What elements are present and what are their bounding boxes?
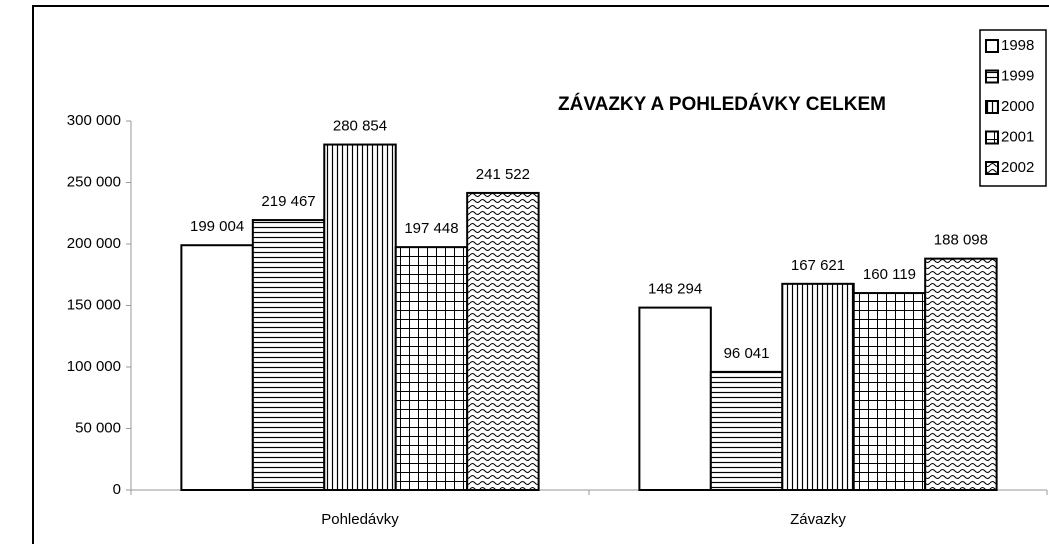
value-label: 148 294 bbox=[648, 281, 702, 298]
legend-label: 1998 bbox=[1001, 37, 1034, 54]
value-label: 241 522 bbox=[476, 166, 530, 183]
value-label: 197 448 bbox=[404, 220, 458, 237]
y-tick-label: 250 000 bbox=[67, 173, 121, 190]
y-tick-label: 200 000 bbox=[67, 235, 121, 252]
y-tick-label: 100 000 bbox=[67, 358, 121, 375]
legend-label: 1999 bbox=[1001, 67, 1034, 84]
legend-label: 2000 bbox=[1001, 98, 1034, 115]
bar bbox=[709, 370, 784, 491]
value-label: 199 004 bbox=[190, 218, 244, 235]
chart-title: ZÁVAZKY A POHLEDÁVKY CELKEM bbox=[558, 93, 886, 115]
y-tick-label: 0 bbox=[113, 481, 121, 498]
bar bbox=[852, 292, 927, 491]
value-label: 280 854 bbox=[333, 118, 387, 135]
bar bbox=[394, 246, 469, 491]
value-label: 219 467 bbox=[261, 193, 315, 210]
value-label: 160 119 bbox=[863, 266, 916, 283]
bar bbox=[180, 244, 254, 491]
legend-swatch bbox=[985, 130, 999, 145]
value-label: 167 621 bbox=[791, 257, 845, 274]
bar bbox=[638, 306, 712, 492]
legend-swatch bbox=[985, 69, 999, 84]
bar bbox=[466, 191, 540, 491]
y-tick-label: 150 000 bbox=[67, 296, 121, 313]
legend-swatch bbox=[985, 39, 999, 53]
legend-label: 2002 bbox=[1001, 159, 1034, 176]
y-tick-label: 300 000 bbox=[67, 112, 121, 129]
bar bbox=[323, 143, 397, 491]
bar bbox=[251, 219, 326, 491]
bar bbox=[781, 282, 855, 491]
x-tick-label: Závazky bbox=[790, 511, 846, 528]
value-label: 96 041 bbox=[724, 345, 770, 362]
legend-label: 2001 bbox=[1001, 128, 1034, 145]
bar bbox=[924, 257, 998, 491]
legend-swatch bbox=[985, 100, 999, 114]
y-tick-label: 50 000 bbox=[75, 419, 121, 436]
frame bbox=[32, 5, 1049, 544]
value-label: 188 098 bbox=[934, 232, 988, 249]
x-tick-label: Pohledávky bbox=[321, 511, 399, 528]
legend-swatch bbox=[985, 161, 999, 175]
